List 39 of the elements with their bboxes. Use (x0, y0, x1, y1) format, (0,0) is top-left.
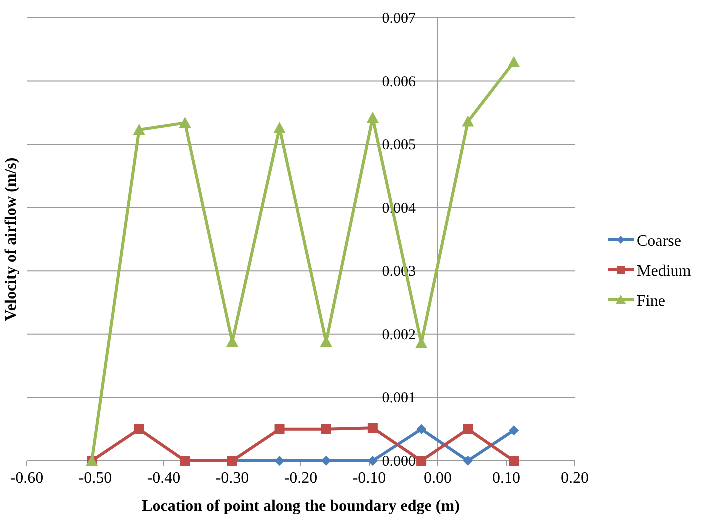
point (463, 456, 474, 466)
x-tick-label: -0.10 (352, 470, 386, 487)
y-tick-label: 0.001 (382, 390, 416, 407)
point (509, 426, 520, 436)
point (133, 124, 146, 136)
legend-label: Coarse (637, 233, 682, 250)
y-tick-label: 0.006 (382, 74, 416, 90)
x-tick-label: -0.30 (216, 470, 250, 487)
point (462, 116, 474, 127)
legend-label: Fine (637, 293, 666, 310)
point (321, 456, 332, 466)
x-tick-label: 0.20 (561, 470, 589, 487)
x-tick-label: -0.50 (78, 470, 112, 487)
point (366, 112, 379, 123)
point (180, 456, 190, 466)
x-tick-label: -0.20 (284, 470, 318, 487)
point (274, 424, 285, 434)
x-tick-label: -0.40 (147, 470, 181, 487)
point (274, 456, 285, 466)
point (509, 456, 520, 466)
point (321, 424, 332, 434)
y-tick-label: 0.002 (382, 327, 416, 344)
y-tick-label: 0.007 (382, 11, 416, 27)
point (508, 56, 520, 68)
point (463, 424, 474, 434)
point (179, 117, 192, 128)
y-axis-title: Velocity of airflow (m/s) (3, 158, 20, 322)
y-tick-label: 0.005 (382, 138, 416, 154)
x-axis-title: Location of point along the boundary edge (m) (142, 498, 460, 515)
x-tick-label: 0.10 (492, 470, 520, 487)
y-tick-label: 0.000 (382, 454, 416, 470)
point (274, 122, 286, 134)
legend-label: Medium (637, 263, 692, 280)
x-tick-label: -0.60 (10, 470, 44, 487)
point (134, 424, 144, 434)
x-tick-label: 0.00 (424, 470, 452, 487)
point (416, 424, 427, 434)
point (416, 456, 427, 466)
point (368, 423, 378, 434)
